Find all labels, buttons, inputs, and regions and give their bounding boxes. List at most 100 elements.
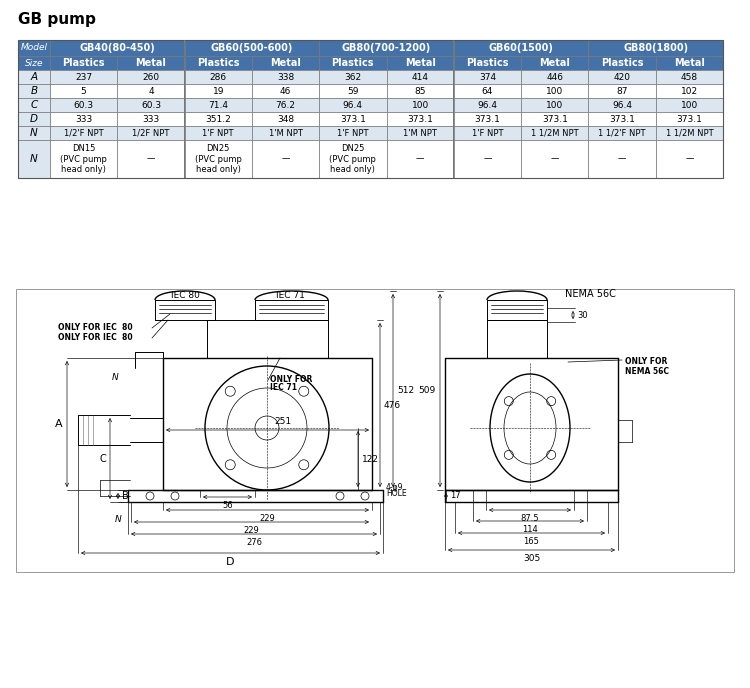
Text: 512: 512 [397, 386, 414, 395]
Bar [386, 98, 454, 112]
Bar [50, 84, 117, 98]
Bar [589, 98, 656, 112]
Text: D: D [30, 114, 38, 124]
Text: —: — [147, 155, 155, 164]
Bar [320, 56, 386, 70]
Text: 96.4: 96.4 [612, 100, 632, 109]
Text: GB40(80-450): GB40(80-450) [80, 43, 155, 53]
Text: 71.4: 71.4 [209, 100, 228, 109]
Text: 1'M NPT: 1'M NPT [404, 129, 437, 138]
Bar [454, 70, 521, 84]
Text: 414: 414 [412, 72, 429, 81]
Text: 1'F NPT: 1'F NPT [202, 129, 234, 138]
Bar [50, 140, 117, 178]
Bar [656, 112, 723, 126]
Bar [320, 84, 386, 98]
Text: 373.1: 373.1 [609, 114, 635, 124]
Bar [50, 70, 117, 84]
Text: DN25
(PVC pump
head only): DN25 (PVC pump head only) [329, 144, 376, 174]
Bar [320, 140, 386, 178]
Text: 87: 87 [616, 87, 628, 96]
Bar [117, 112, 184, 126]
Bar [521, 98, 589, 112]
Bar [454, 140, 521, 178]
Text: 260: 260 [142, 72, 160, 81]
Text: 17: 17 [450, 491, 460, 500]
Text: 1 1/2'F NPT: 1 1/2'F NPT [598, 129, 646, 138]
Text: —: — [550, 155, 559, 164]
Text: DN25
(PVC pump
head only): DN25 (PVC pump head only) [195, 144, 242, 174]
Bar [656, 70, 723, 84]
Bar [320, 112, 386, 126]
Text: 30: 30 [577, 310, 588, 319]
Text: GB pump: GB pump [18, 12, 96, 27]
Text: D: D [226, 557, 235, 567]
Text: 100: 100 [546, 87, 563, 96]
Bar [320, 40, 454, 56]
Text: N: N [112, 374, 118, 383]
Text: 76.2: 76.2 [275, 100, 296, 109]
Text: ONLY FOR: ONLY FOR [270, 376, 312, 385]
Bar [320, 98, 386, 112]
Bar [18, 98, 50, 112]
Text: C: C [99, 453, 106, 464]
Text: 59: 59 [347, 87, 358, 96]
Bar [454, 56, 521, 70]
Bar [521, 140, 589, 178]
Bar [656, 56, 723, 70]
Text: B: B [31, 86, 38, 96]
Text: 56: 56 [222, 501, 232, 510]
Text: 362: 362 [344, 72, 362, 81]
Bar [50, 112, 117, 126]
Bar [454, 40, 589, 56]
Text: Plastics: Plastics [466, 58, 509, 68]
Text: IEC 71: IEC 71 [270, 383, 297, 392]
Text: C: C [30, 100, 38, 110]
Text: 100: 100 [681, 100, 698, 109]
Text: 1/2'F NPT: 1/2'F NPT [64, 129, 104, 138]
Bar [454, 112, 521, 126]
Text: 373.1: 373.1 [676, 114, 702, 124]
Text: 373.1: 373.1 [475, 114, 500, 124]
Text: 458: 458 [681, 72, 698, 81]
Text: 351.2: 351.2 [206, 114, 231, 124]
Text: Plastics: Plastics [62, 58, 105, 68]
Text: 85: 85 [415, 87, 426, 96]
Text: 122: 122 [362, 455, 379, 464]
Text: 1'F NPT: 1'F NPT [337, 129, 368, 138]
Bar [252, 126, 320, 140]
Text: 1'M NPT: 1'M NPT [268, 129, 302, 138]
Bar [656, 84, 723, 98]
Text: —: — [483, 155, 492, 164]
Text: 87.5: 87.5 [520, 514, 539, 523]
Text: Plastics: Plastics [601, 58, 644, 68]
Bar [184, 98, 252, 112]
Bar [320, 70, 386, 84]
Text: ONLY FOR IEC  80: ONLY FOR IEC 80 [58, 323, 133, 332]
Text: 338: 338 [277, 72, 294, 81]
Bar [117, 84, 184, 98]
Text: 100: 100 [546, 100, 563, 109]
Bar [521, 84, 589, 98]
Text: HOLE: HOLE [386, 489, 406, 499]
Bar [117, 98, 184, 112]
Bar [18, 40, 50, 56]
Text: 1 1/2M NPT: 1 1/2M NPT [531, 129, 578, 138]
Bar [16, 289, 734, 572]
Bar [656, 140, 723, 178]
Bar [252, 98, 320, 112]
Bar [184, 112, 252, 126]
Text: 373.1: 373.1 [407, 114, 433, 124]
Text: 229: 229 [244, 526, 260, 535]
Text: 46: 46 [280, 87, 291, 96]
Text: IEC 80: IEC 80 [170, 292, 200, 301]
Bar [117, 70, 184, 84]
Text: 114: 114 [522, 525, 538, 534]
Text: 60.3: 60.3 [74, 100, 94, 109]
Bar [50, 40, 184, 56]
Text: ONLY FOR IEC  80: ONLY FOR IEC 80 [58, 334, 133, 343]
Text: N: N [30, 154, 38, 164]
Text: 374: 374 [479, 72, 496, 81]
Text: 373.1: 373.1 [542, 114, 568, 124]
Text: DN15
(PVC pump
head only): DN15 (PVC pump head only) [60, 144, 107, 174]
